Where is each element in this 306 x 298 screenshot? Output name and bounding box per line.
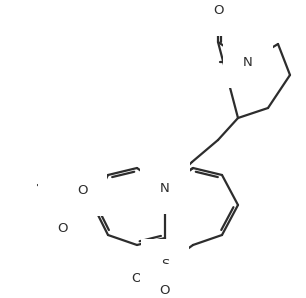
Text: N: N bbox=[243, 55, 253, 69]
Text: S: S bbox=[161, 258, 169, 271]
Text: O: O bbox=[160, 283, 170, 297]
Text: O: O bbox=[57, 221, 67, 235]
Text: O: O bbox=[213, 4, 223, 16]
Text: S: S bbox=[58, 198, 66, 212]
Text: O: O bbox=[77, 184, 87, 196]
Text: N: N bbox=[160, 181, 170, 195]
Text: O: O bbox=[132, 271, 142, 285]
